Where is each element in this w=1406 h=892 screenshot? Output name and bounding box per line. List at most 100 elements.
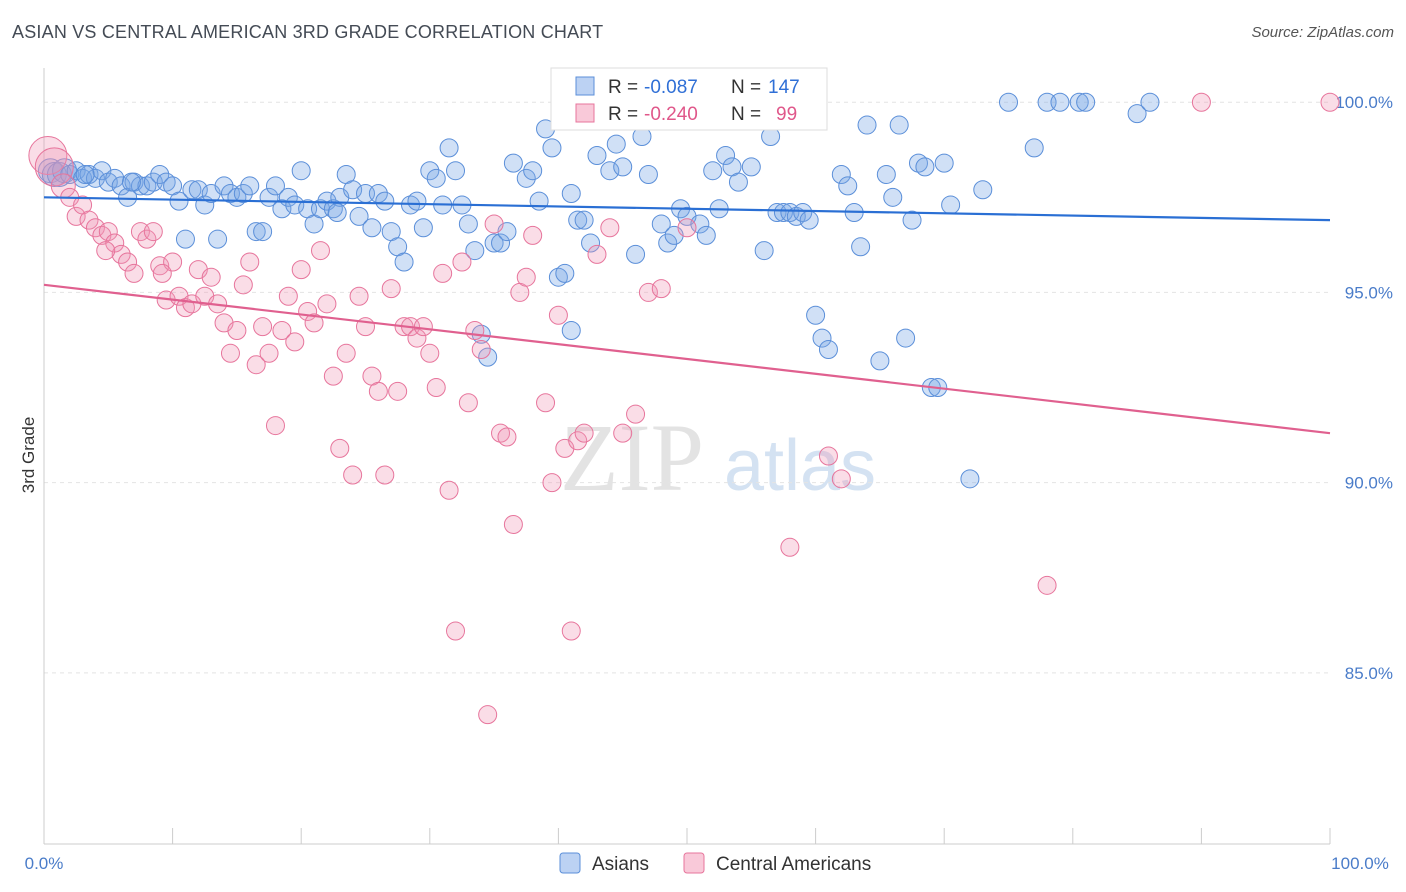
central-americans-point (548, 305, 568, 325)
central-americans-point (478, 705, 498, 725)
central-americans-point (471, 339, 491, 359)
asians-point (121, 172, 141, 192)
asians-point (362, 218, 382, 238)
asians-point (896, 328, 916, 348)
asians-point (568, 210, 588, 230)
central-americans-point (201, 267, 221, 287)
x-tick-marks (172, 828, 1331, 844)
central-americans-point (568, 431, 588, 451)
asians-point (175, 229, 195, 249)
asians-point (420, 161, 440, 181)
y-tick-label: 95.0% (1345, 283, 1393, 302)
asians-point (529, 191, 549, 211)
asians-point (851, 237, 871, 257)
asians-point (806, 305, 826, 325)
y-tick-labels: 100.0% 95.0% 90.0% 85.0% (1335, 93, 1393, 683)
asians-point (960, 469, 980, 489)
asians-point (233, 184, 253, 204)
asians-point (658, 233, 678, 253)
stats-legend-n-value-asians: 147 (768, 77, 800, 98)
asians-point (1127, 104, 1147, 124)
asians-point (600, 161, 620, 181)
central-americans-point (446, 621, 466, 641)
central-americans-point (253, 317, 273, 337)
central-americans-point (516, 267, 536, 287)
central-americans-point (413, 317, 433, 337)
watermark-zip: ZIP (560, 404, 704, 511)
central-americans-point (291, 260, 311, 280)
central-americans-point (433, 263, 453, 283)
stats-legend-swatch-central-americans (575, 103, 595, 123)
asians-point (728, 172, 748, 192)
central-americans-point (407, 328, 427, 348)
central-americans-point (152, 263, 172, 283)
asians-point (1140, 92, 1160, 112)
central-americans-point (265, 416, 285, 436)
asians-point (214, 176, 234, 196)
central-americans-point (651, 279, 671, 299)
asians-point (394, 252, 414, 272)
central-americans-point (150, 256, 170, 276)
asians-point (626, 244, 646, 264)
asians-point (516, 168, 536, 188)
central-americans-point (28, 135, 68, 175)
asians-point (75, 165, 95, 185)
central-americans-point (368, 381, 388, 401)
asians-point (799, 210, 819, 230)
central-americans-point (137, 229, 157, 249)
asians-point (581, 233, 601, 253)
central-americans-point (780, 537, 800, 557)
central-americans-point (66, 206, 86, 226)
asians-point (446, 161, 466, 181)
stats-legend-swatch-asians (575, 76, 595, 96)
asians-point (1050, 92, 1070, 112)
asians-point (812, 328, 832, 348)
asians-point (818, 339, 838, 359)
asians-point (561, 320, 581, 340)
asians-point (973, 180, 993, 200)
asians-point (606, 134, 626, 154)
central-americans-point (124, 263, 144, 283)
central-americans-point (420, 343, 440, 363)
central-americans-point (818, 446, 838, 466)
central-americans-point (561, 621, 581, 641)
central-americans-point (85, 218, 105, 238)
asians-point (754, 241, 774, 261)
stats-legend-r-label-central-americans: R = (608, 104, 638, 125)
asians-point (323, 199, 343, 219)
asians-point (327, 203, 347, 223)
central-americans-point (626, 404, 646, 424)
central-americans-point (111, 244, 131, 264)
asians-point (741, 157, 761, 177)
central-americans-point (388, 381, 408, 401)
central-americans-point (96, 241, 116, 261)
asians-point (555, 263, 575, 283)
asians-point (1076, 92, 1096, 112)
central-americans-point (613, 423, 633, 443)
asians-point (1069, 92, 1089, 112)
legend-swatch-asians (559, 852, 581, 874)
asians-point (246, 222, 266, 242)
legend-label-asians: Asians (592, 854, 649, 875)
central-americans-point (426, 378, 446, 398)
central-americans-point (381, 279, 401, 299)
asians-point (613, 157, 633, 177)
central-americans-point (497, 427, 517, 447)
central-americans-point (79, 210, 99, 230)
central-americans-point (542, 473, 562, 493)
asians-point (169, 191, 189, 211)
asians-point (439, 138, 459, 158)
asians-point (857, 115, 877, 135)
asians-point (902, 210, 922, 230)
central-americans-point (458, 393, 478, 413)
central-americans-trend-line (43, 283, 1331, 435)
central-americans-point (452, 252, 472, 272)
central-americans-point (34, 147, 74, 187)
central-americans-point (304, 313, 324, 333)
central-americans-point (503, 514, 523, 534)
asians-point (503, 153, 523, 173)
central-americans-point (638, 282, 658, 302)
central-americans-point (1037, 575, 1057, 595)
asians-point (150, 165, 170, 185)
